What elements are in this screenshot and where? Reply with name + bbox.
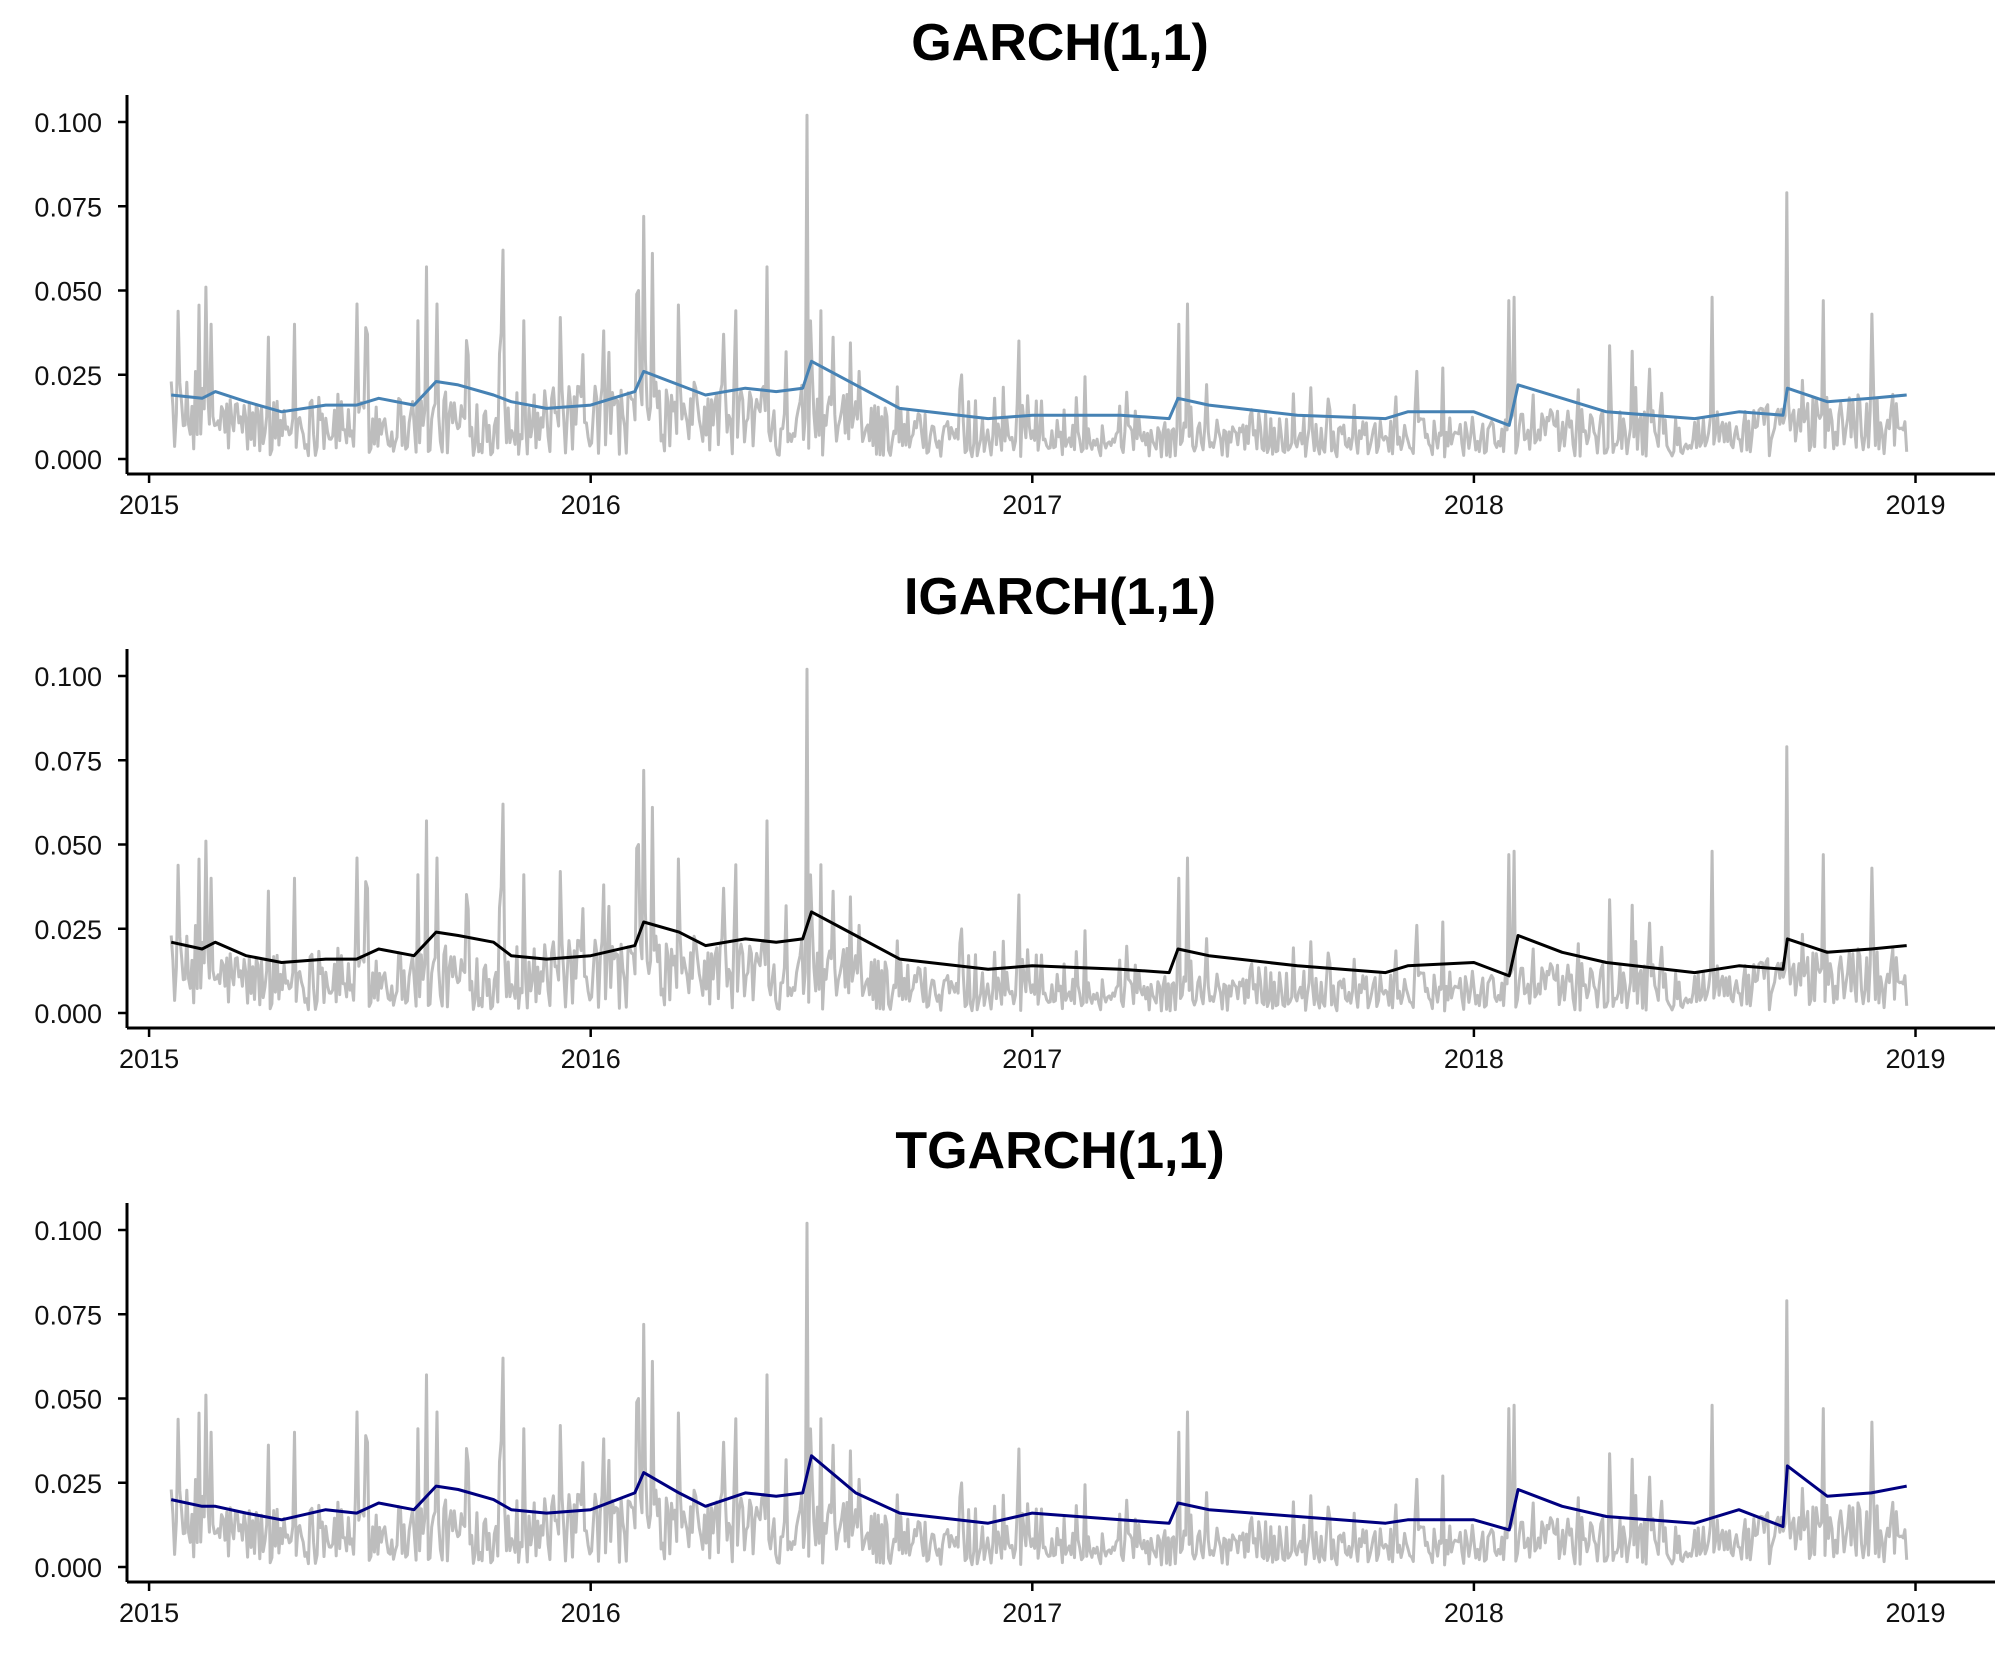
x-tick-label: 2015 [119,490,179,520]
x-tick-label: 2017 [1002,1044,1062,1074]
x-tick-label: 2015 [119,1044,179,1074]
x-tick-label: 2019 [1885,1598,1945,1628]
panel-title: GARCH(1,1) [911,14,1209,72]
panel-title: TGARCH(1,1) [895,1122,1224,1180]
x-tick-label: 2018 [1444,490,1504,520]
x-tick-label: 2016 [561,1598,621,1628]
panel-igarch: IGARCH(1,1) 0.000 0.025 0.050 0.075 0.100 201… [34,568,1995,1074]
y-tick-label: 0.075 [34,192,102,222]
y-tick-label: 0.000 [34,999,102,1029]
y-tick-label: 0.050 [34,1385,102,1415]
y-tick-label: 0.000 [34,445,102,475]
y-tick-label: 0.100 [34,662,102,692]
panel-garch: GARCH(1,1) 0.000 0.025 0.050 0.075 0.100 2015… [34,14,1995,520]
x-tick-label: 2017 [1002,1598,1062,1628]
model-volatility-line [171,359,1907,427]
x-tick-label: 2018 [1444,1598,1504,1628]
y-tick-label: 0.075 [34,1300,102,1330]
volatility-series-line [169,113,1909,459]
y-tick-label: 0.075 [34,746,102,776]
panel-tgarch: TGARCH(1,1) 0.000 0.025 0.050 0.075 0.100 201… [34,1122,1995,1628]
y-tick-label: 0.025 [34,361,102,391]
model-volatility-line [170,1454,1907,1532]
volatility-series-line [169,667,1909,1013]
y-tick-label: 0.025 [34,915,102,945]
y-tick-label: 0.100 [34,1216,102,1246]
x-tick-label: 2016 [561,1044,621,1074]
x-tick-label: 2016 [561,490,621,520]
model-volatility-line [170,910,1907,978]
x-tick-label: 2019 [1885,490,1945,520]
y-tick-label: 0.025 [34,1469,102,1499]
panel-title: IGARCH(1,1) [904,568,1216,626]
y-tick-label: 0.050 [34,277,102,307]
y-tick-label: 0.050 [34,831,102,861]
x-tick-label: 2018 [1444,1044,1504,1074]
y-tick-label: 0.000 [34,1553,102,1583]
x-tick-label: 2017 [1002,490,1062,520]
x-tick-label: 2019 [1885,1044,1945,1074]
x-tick-label: 2015 [119,1598,179,1628]
y-tick-label: 0.100 [34,108,102,138]
volatility-series-line [169,1221,1909,1567]
